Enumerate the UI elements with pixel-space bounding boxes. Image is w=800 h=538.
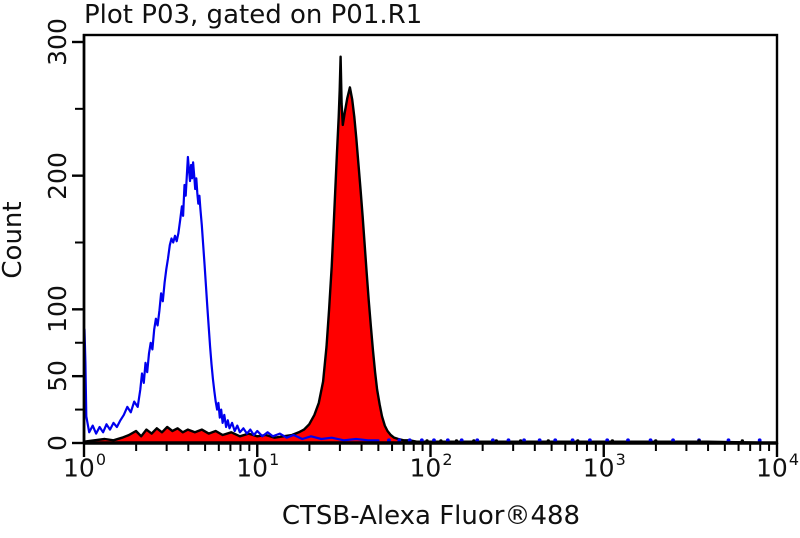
plot-frame bbox=[82, 33, 779, 445]
x-tick-label-1e3: 103 bbox=[562, 450, 646, 483]
x-tick-label-1e1: 101 bbox=[215, 450, 299, 483]
y-tick-label-50: 50 bbox=[43, 360, 72, 393]
x-tick-exponent: 1 bbox=[269, 450, 280, 469]
x-tick-label-1e4: 104 bbox=[735, 450, 800, 483]
x-tick-exponent: 0 bbox=[95, 450, 106, 469]
x-tick-exponent: 3 bbox=[615, 450, 626, 469]
x-axis-label: CTSB-Alexa Fluor®488 bbox=[281, 501, 581, 531]
sample-filled-curve bbox=[82, 55, 779, 445]
x-tick-base: 10 bbox=[236, 453, 269, 483]
x-tick-exponent: 4 bbox=[788, 450, 799, 469]
x-tick-exponent: 2 bbox=[442, 450, 453, 469]
y-tick-label-200: 200 bbox=[43, 151, 72, 200]
x-tick-label-1e0: 100 bbox=[42, 450, 126, 483]
y-tick-label-100: 100 bbox=[43, 285, 72, 334]
x-tick-base: 10 bbox=[409, 453, 442, 483]
plot-title: Plot P03, gated on P01.R1 bbox=[84, 0, 423, 30]
x-tick-label-1e2: 102 bbox=[389, 450, 473, 483]
x-tick-base: 10 bbox=[63, 453, 95, 483]
x-tick-base: 10 bbox=[582, 453, 615, 483]
control-open-curve bbox=[82, 155, 380, 445]
y-tick-label-300: 300 bbox=[43, 18, 72, 66]
x-tick-base: 10 bbox=[756, 453, 788, 483]
